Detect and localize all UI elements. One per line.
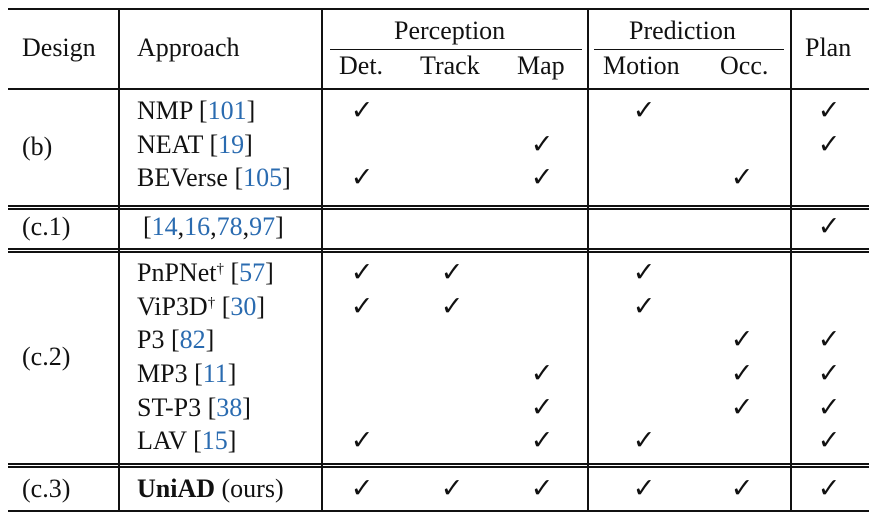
- group-label-c3: (c.3): [22, 474, 71, 503]
- citation-link[interactable]: 38: [216, 393, 243, 422]
- divider-design: [118, 10, 120, 510]
- check-mark: ✓: [730, 162, 754, 193]
- divider-approach: [321, 10, 323, 510]
- check-mark: ✓: [817, 358, 841, 389]
- check-mark: ✓: [350, 425, 374, 456]
- check-mark: ✓: [730, 358, 754, 389]
- check-mark: ✓: [440, 291, 464, 322]
- citation-link[interactable]: 15: [201, 426, 228, 455]
- bottom-rule: [8, 510, 869, 512]
- citation-link[interactable]: 16: [184, 212, 211, 241]
- approach-beverse: BEVerse [105]: [137, 163, 291, 192]
- header-map: Map: [517, 51, 565, 80]
- citation-link[interactable]: 11: [202, 359, 228, 388]
- group-rule-c2: [8, 463, 869, 465]
- check-mark: ✓: [530, 358, 554, 389]
- check-mark: ✓: [817, 129, 841, 160]
- approach-c1-refs: [14,16,78,97]: [143, 212, 284, 241]
- check-mark: ✓: [350, 473, 374, 504]
- header-prediction: Prediction: [629, 16, 736, 45]
- check-mark: ✓: [817, 211, 841, 242]
- check-mark: ✓: [350, 95, 374, 126]
- divider-prediction: [790, 10, 792, 510]
- perception-underline: [330, 49, 582, 51]
- citation-link[interactable]: 14: [151, 212, 178, 241]
- citation-link[interactable]: 82: [179, 325, 206, 354]
- header-plan: Plan: [805, 33, 852, 62]
- header-track: Track: [420, 51, 480, 80]
- check-mark: ✓: [817, 324, 841, 355]
- check-mark: ✓: [350, 257, 374, 288]
- check-mark: ✓: [817, 95, 841, 126]
- check-mark: ✓: [632, 95, 656, 126]
- group-rule-c1: [8, 248, 869, 250]
- citation-link[interactable]: 97: [249, 212, 276, 241]
- group-rule-c1-2: [8, 251, 869, 253]
- citation-link[interactable]: 57: [239, 258, 266, 287]
- prediction-underline: [594, 49, 784, 51]
- approach-vip3d: ViP3D† [30]: [137, 292, 266, 321]
- citation-link[interactable]: 19: [218, 130, 245, 159]
- header-design: Design: [22, 33, 96, 62]
- approach-uniad: UniAD (ours): [137, 474, 284, 503]
- citation-link[interactable]: 30: [230, 292, 257, 321]
- divider-perception: [587, 10, 589, 510]
- group-label-c1: (c.1): [22, 212, 71, 241]
- check-mark: ✓: [817, 425, 841, 456]
- check-mark: ✓: [730, 324, 754, 355]
- check-mark: ✓: [350, 162, 374, 193]
- check-mark: ✓: [440, 257, 464, 288]
- check-mark: ✓: [530, 425, 554, 456]
- citation-link[interactable]: 105: [243, 163, 283, 192]
- check-mark: ✓: [350, 291, 374, 322]
- group-label-b: (b): [22, 132, 53, 161]
- check-mark: ✓: [632, 291, 656, 322]
- header-occ: Occ.: [720, 51, 769, 80]
- check-mark: ✓: [530, 473, 554, 504]
- check-mark: ✓: [817, 473, 841, 504]
- citation-link[interactable]: 101: [207, 96, 247, 125]
- check-mark: ✓: [440, 473, 464, 504]
- check-mark: ✓: [632, 425, 656, 456]
- header-det: Det.: [339, 51, 384, 80]
- approach-pnpnet: PnPNet† [57]: [137, 258, 274, 287]
- citation-link[interactable]: 78: [216, 212, 243, 241]
- check-mark: ✓: [817, 392, 841, 423]
- group-rule-b: [8, 205, 869, 207]
- group-label-c2: (c.2): [22, 342, 71, 371]
- check-mark: ✓: [730, 392, 754, 423]
- header-motion: Motion: [603, 51, 680, 80]
- header-perception: Perception: [394, 16, 506, 45]
- check-mark: ✓: [530, 129, 554, 160]
- group-rule-c2-2: [8, 466, 869, 468]
- approach-stp3: ST-P3 [38]: [137, 393, 251, 422]
- check-mark: ✓: [632, 257, 656, 288]
- check-mark: ✓: [530, 392, 554, 423]
- check-mark: ✓: [730, 473, 754, 504]
- check-mark: ✓: [632, 473, 656, 504]
- top-rule: [8, 8, 869, 10]
- group-rule-b-2: [8, 208, 869, 210]
- approach-lav: LAV [15]: [137, 426, 237, 455]
- header-rule: [8, 88, 869, 90]
- approach-neat: NEAT [19]: [137, 130, 253, 159]
- approach-nmp: NMP [101]: [137, 96, 256, 125]
- header-approach: Approach: [137, 33, 240, 62]
- approach-p3: P3 [82]: [137, 325, 215, 354]
- approach-mp3: MP3 [11]: [137, 359, 237, 388]
- check-mark: ✓: [530, 162, 554, 193]
